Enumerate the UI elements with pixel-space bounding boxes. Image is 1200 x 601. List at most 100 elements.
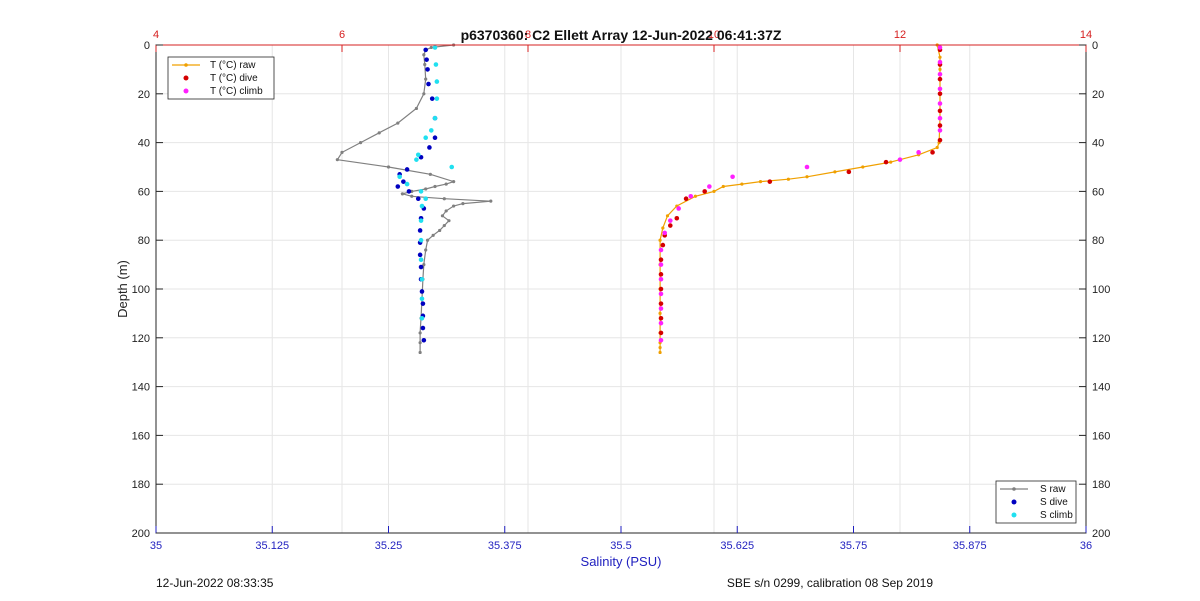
point-s-dive bbox=[417, 228, 423, 233]
point-t-c-climb bbox=[658, 247, 664, 253]
point-t-c-climb bbox=[707, 184, 712, 189]
y-tick-label-right: 160 bbox=[1092, 430, 1110, 442]
point-t-c-raw bbox=[740, 182, 744, 186]
x-top-tick-label: 6 bbox=[339, 29, 345, 41]
point-t-c-climb bbox=[897, 157, 903, 162]
point-s-raw bbox=[424, 248, 428, 252]
point-s-raw bbox=[423, 62, 427, 67]
point-t-c-climb bbox=[658, 306, 664, 311]
legend-t-raw-label: T (°C) raw bbox=[210, 60, 256, 71]
point-t-c-climb bbox=[676, 206, 681, 211]
point-s-raw bbox=[340, 150, 344, 154]
point-t-c-climb bbox=[658, 291, 664, 297]
legend-t-climb-label: T (°C) climb bbox=[210, 86, 263, 97]
point-s-climb bbox=[419, 203, 425, 209]
point-s-raw bbox=[422, 92, 426, 96]
point-t-c-raw bbox=[935, 145, 939, 150]
point-s-dive bbox=[401, 179, 406, 184]
point-t-c-raw bbox=[693, 194, 698, 198]
y-tick-label-right: 80 bbox=[1092, 235, 1104, 247]
point-s-raw bbox=[422, 53, 426, 57]
y-tick-label-right: 40 bbox=[1092, 138, 1104, 150]
point-t-c-climb bbox=[658, 262, 664, 267]
point-s-climb bbox=[433, 62, 439, 67]
legend-s-dive-label: S dive bbox=[1040, 497, 1068, 508]
point-t-c-raw bbox=[938, 55, 942, 59]
legend-s-raw-marker bbox=[1012, 487, 1016, 491]
point-t-c-climb bbox=[658, 276, 664, 282]
point-s-climb bbox=[404, 181, 410, 187]
point-s-climb bbox=[432, 115, 438, 121]
point-t-c-raw bbox=[658, 311, 662, 315]
legend-s-climb-label: S climb bbox=[1040, 510, 1073, 521]
point-s-raw bbox=[400, 192, 405, 196]
point-s-raw bbox=[418, 341, 422, 345]
point-s-raw bbox=[433, 184, 437, 189]
legend-s-raw-label: S raw bbox=[1040, 484, 1066, 495]
point-s-raw bbox=[335, 158, 339, 162]
y-tick-label-left: 120 bbox=[132, 333, 150, 345]
point-t-c-raw bbox=[721, 184, 725, 189]
point-t-c-climb bbox=[662, 230, 668, 236]
point-t-c-dive bbox=[883, 159, 889, 165]
x-top-tick-label: 10 bbox=[708, 29, 720, 41]
point-t-c-climb bbox=[804, 164, 810, 170]
point-s-raw bbox=[442, 223, 446, 228]
point-s-dive bbox=[424, 57, 429, 62]
point-t-c-climb bbox=[730, 174, 735, 180]
point-s-dive bbox=[427, 145, 432, 150]
point-s-climb bbox=[418, 257, 424, 263]
point-s-raw bbox=[444, 209, 448, 213]
point-t-c-dive bbox=[658, 257, 664, 263]
point-t-c-climb bbox=[937, 86, 943, 92]
series-layer bbox=[335, 43, 943, 355]
point-t-c-climb bbox=[937, 59, 943, 65]
legend-t-climb-marker bbox=[183, 88, 189, 94]
point-s-raw bbox=[440, 214, 445, 218]
point-s-dive bbox=[429, 96, 435, 101]
point-t-c-dive bbox=[846, 169, 852, 175]
legend-salinity-box bbox=[995, 480, 1077, 524]
y-tick-label-left: 0 bbox=[144, 40, 150, 52]
point-t-c-dive bbox=[937, 76, 943, 82]
y-tick-label-right: 60 bbox=[1092, 186, 1104, 198]
x-tick-label: 36 bbox=[1080, 540, 1092, 552]
point-s-climb bbox=[419, 276, 425, 282]
point-s-raw bbox=[442, 197, 446, 201]
point-s-raw bbox=[431, 233, 435, 237]
point-s-climb bbox=[418, 218, 424, 223]
point-s-dive bbox=[423, 47, 429, 53]
y-tick-label-right: 20 bbox=[1092, 89, 1104, 101]
point-s-raw bbox=[425, 238, 430, 242]
point-s-dive bbox=[406, 189, 412, 194]
point-s-raw bbox=[386, 165, 391, 169]
point-s-climb bbox=[414, 157, 419, 162]
point-t-c-dive bbox=[767, 179, 773, 184]
x-tick-label: 35.5 bbox=[610, 540, 631, 552]
point-t-c-raw bbox=[889, 160, 893, 164]
point-t-c-climb bbox=[937, 101, 943, 106]
point-t-c-raw bbox=[658, 345, 662, 350]
y-tick-label-left: 180 bbox=[132, 479, 150, 491]
point-s-raw bbox=[428, 172, 432, 176]
point-t-c-dive bbox=[658, 315, 664, 321]
point-s-climb bbox=[434, 79, 440, 84]
point-t-c-climb bbox=[937, 128, 943, 133]
x-top-tick-label: 12 bbox=[894, 29, 906, 41]
point-s-raw bbox=[447, 219, 451, 223]
y-tick-label-left: 160 bbox=[132, 430, 150, 442]
point-s-dive bbox=[420, 301, 426, 306]
x-top-tick-label: 14 bbox=[1080, 29, 1092, 41]
point-s-dive bbox=[421, 337, 427, 343]
point-s-raw bbox=[359, 141, 363, 145]
x-top-tick-label: 4 bbox=[153, 29, 159, 41]
legend-s-dive-marker bbox=[1011, 499, 1017, 505]
point-s-climb bbox=[434, 96, 440, 101]
point-t-c-dive bbox=[937, 137, 943, 143]
y-tick-label-left: 20 bbox=[138, 89, 150, 101]
point-s-climb bbox=[432, 45, 438, 50]
point-t-c-climb bbox=[937, 71, 943, 77]
x-tick-label: 35.625 bbox=[720, 540, 754, 552]
legend-temperature: T (°C) raw T (°C) dive T (°C) climb bbox=[167, 56, 275, 100]
